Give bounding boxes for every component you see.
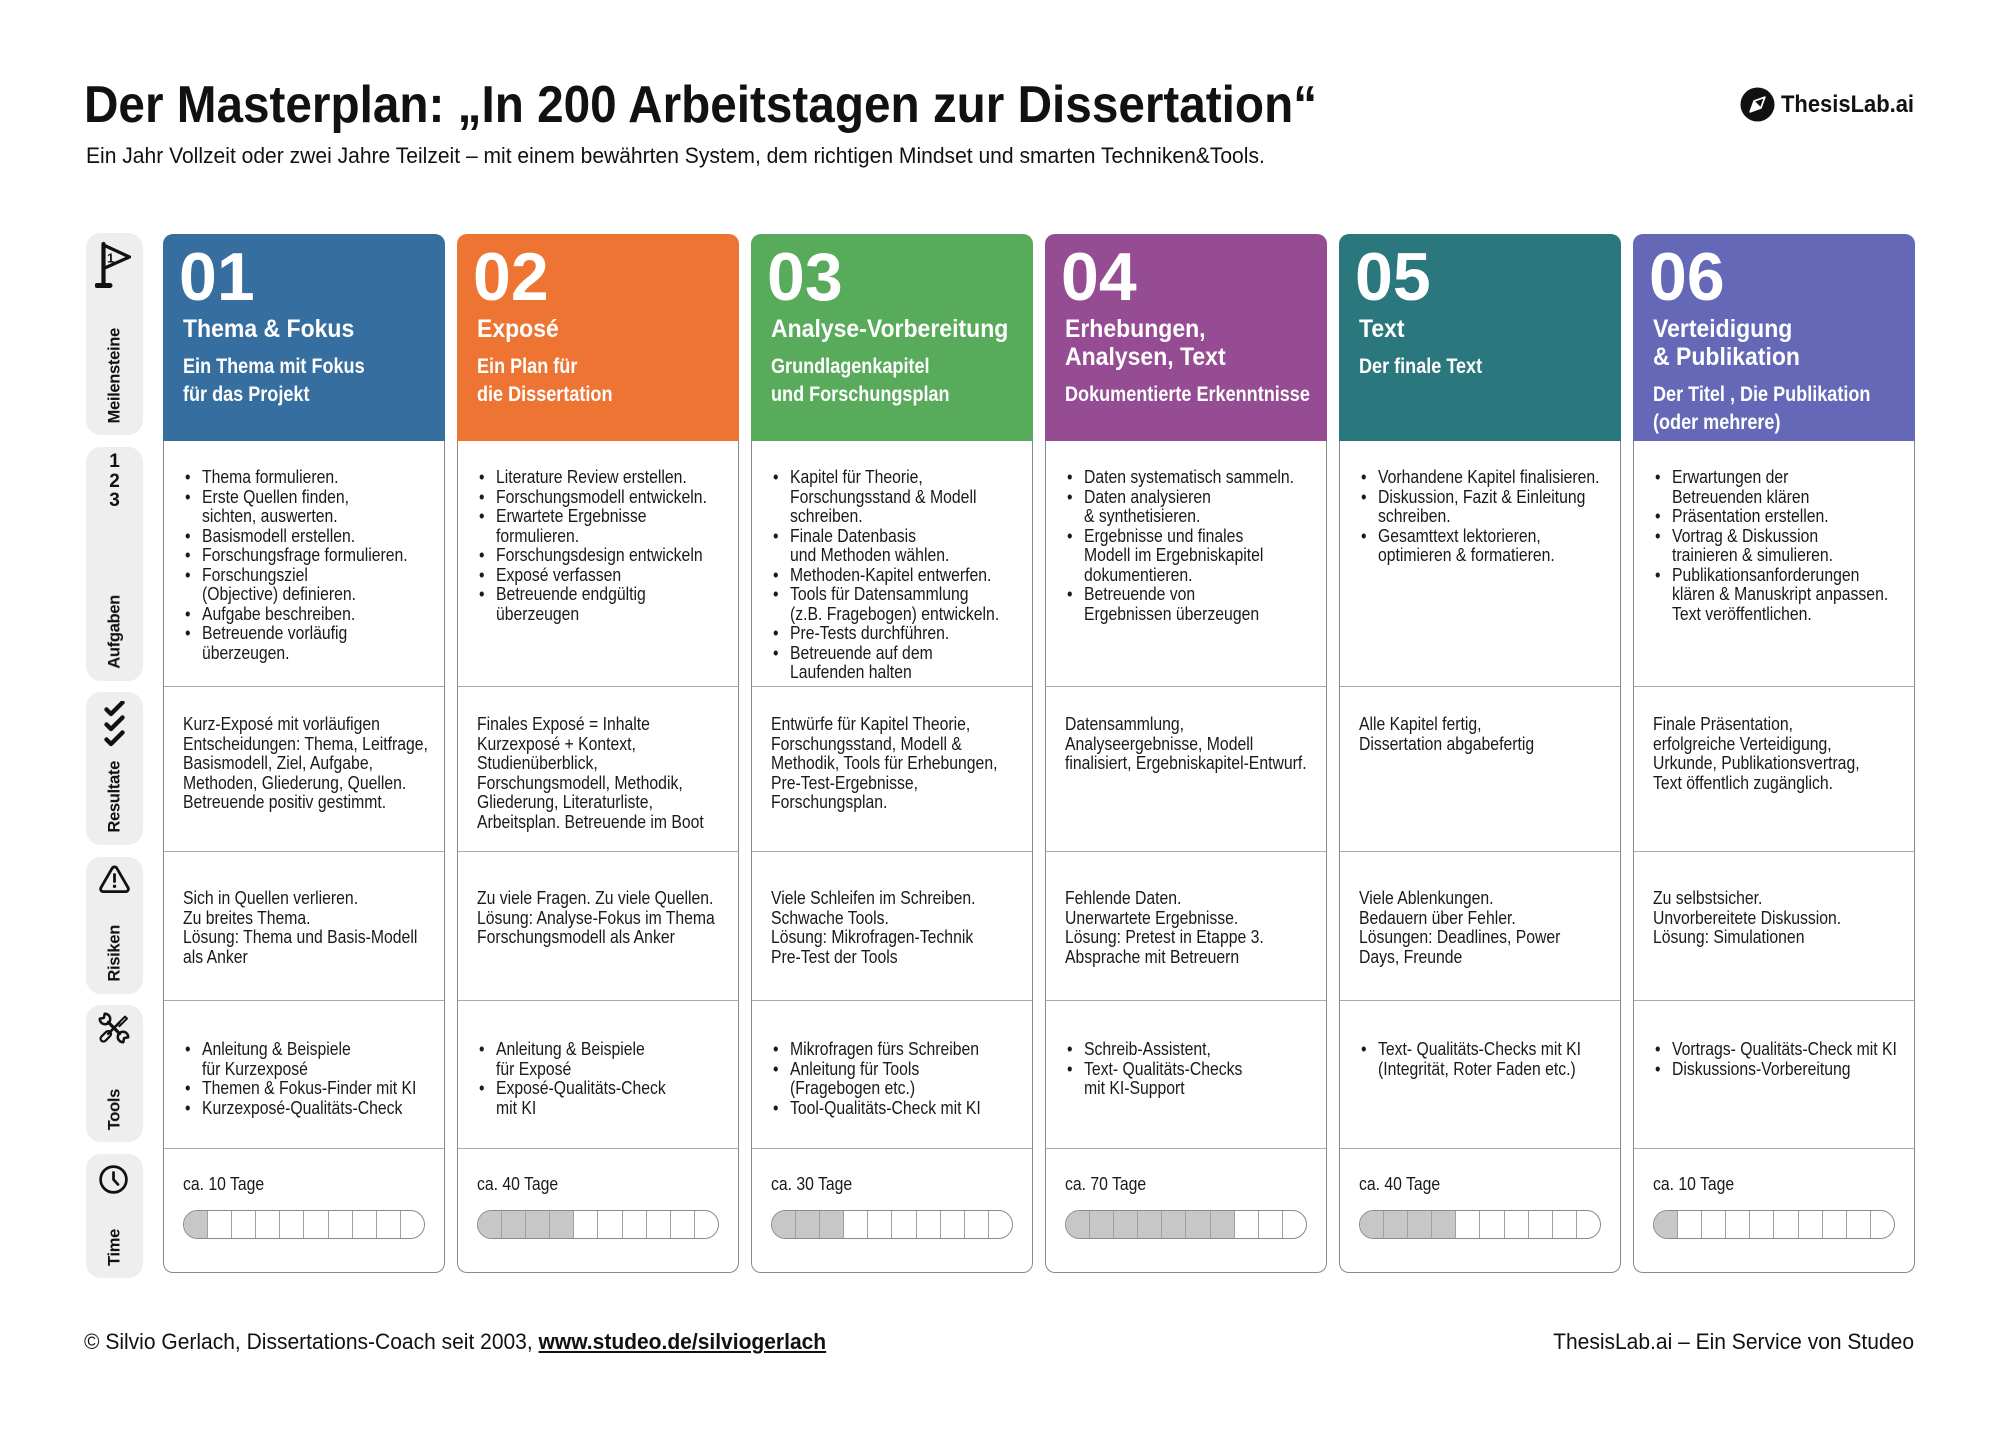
svg-text:1: 1 bbox=[107, 251, 114, 266]
